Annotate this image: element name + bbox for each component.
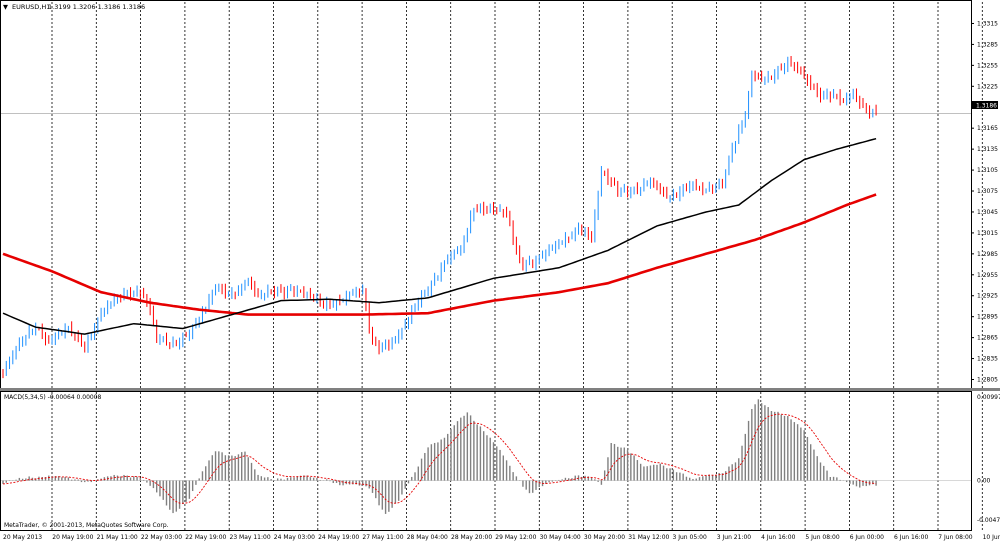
- price-scale-label: 1.2835: [977, 356, 998, 363]
- time-label: 30 May 20:00: [584, 534, 625, 541]
- time-axis: 20 May 2013 20 May 19:00 21 May 11:00 22 Ma…: [3, 534, 1000, 541]
- time-label: 20 May 2013: [3, 534, 42, 541]
- macd-scale-label: 0.00: [977, 478, 991, 485]
- price-scale-label: 1.2985: [977, 251, 998, 258]
- price-scale-label: 1.3105: [977, 167, 998, 174]
- price-scale-label: 1.2925: [977, 293, 998, 300]
- time-label: 10 Jun 01:00: [983, 534, 1000, 541]
- time-label: 21 May 11:00: [97, 534, 138, 541]
- time-label: 3 Jun 05:00: [673, 534, 707, 541]
- time-label: 6 Jun 16:00: [894, 534, 928, 541]
- macd-scale: 0.00997 0.00 -0.00471: [977, 394, 1000, 524]
- time-label: 31 May 12:00: [628, 534, 669, 541]
- time-label: 6 Jun 00:00: [850, 534, 884, 541]
- price-scale-label: 1.3015: [977, 230, 998, 237]
- main-chart-frame: [0, 0, 972, 389]
- price-scale-label: 1.2895: [977, 314, 998, 321]
- time-label: 28 May 04:00: [407, 534, 448, 541]
- price-scale-label: 1.2865: [977, 335, 998, 342]
- fast-moving-average-line: [2, 137, 877, 335]
- macd-window-frame: [0, 391, 972, 531]
- time-label: 20 May 19:00: [52, 534, 93, 541]
- time-label: 27 May 11:00: [362, 534, 403, 541]
- time-label: 4 Jun 16:00: [761, 534, 795, 541]
- slow-moving-average-line: [2, 193, 877, 316]
- time-label: 30 May 04:00: [540, 534, 581, 541]
- current-price-label: 1.3186: [976, 103, 997, 110]
- time-label: 29 May 12:00: [495, 534, 536, 541]
- price-scale-label: 1.3315: [977, 20, 998, 27]
- price-scale-label: 1.2955: [977, 272, 998, 279]
- dropdown-arrow-icon[interactable]: ▼: [3, 3, 8, 11]
- price-scale-label: 1.3045: [977, 209, 998, 216]
- copyright-text: MetaTrader, © 2001-2013, MetaQuotes Soft…: [4, 522, 169, 529]
- price-scale-label: 1.3075: [977, 188, 998, 195]
- price-scale-label: 1.3165: [977, 125, 998, 132]
- macd-signal-line: [2, 413, 877, 504]
- price-scale-label: 1.3285: [977, 41, 998, 48]
- price-scale: 1.33151.32851.32551.32251.31951.31651.31…: [971, 20, 998, 384]
- time-label: 24 May 19:00: [318, 534, 359, 541]
- current-price-box: [972, 101, 998, 109]
- time-label: 24 May 03:00: [274, 534, 315, 541]
- time-label: 22 May 19:00: [185, 534, 226, 541]
- time-label: 28 May 20:00: [451, 534, 492, 541]
- time-label: 23 May 11:00: [230, 534, 271, 541]
- price-plot: [1, 56, 971, 379]
- price-scale-label: 1.2805: [977, 377, 998, 384]
- macd-scale-label: 0.00997: [977, 394, 1000, 401]
- time-label: 7 Jun 08:00: [938, 534, 972, 541]
- price-scale-label: 1.3225: [977, 83, 998, 90]
- macd-scale-label: -0.00471: [977, 517, 1000, 524]
- macd-title: MACD(5,34,5) -0.00064 0.00008: [4, 394, 102, 401]
- time-label: 22 May 03:00: [141, 534, 182, 541]
- price-scale-label: 1.3135: [977, 146, 998, 153]
- ohlc-values: 1.3199 1.3206 1.3186 1.3186: [48, 3, 145, 11]
- price-scale-label: 1.3255: [977, 62, 998, 69]
- symbol-label: EURUSD,H1: [12, 3, 50, 11]
- time-label: 3 Jun 21:00: [717, 534, 751, 541]
- time-label: 5 Jun 08:00: [805, 534, 839, 541]
- macd-plot: [1, 399, 971, 514]
